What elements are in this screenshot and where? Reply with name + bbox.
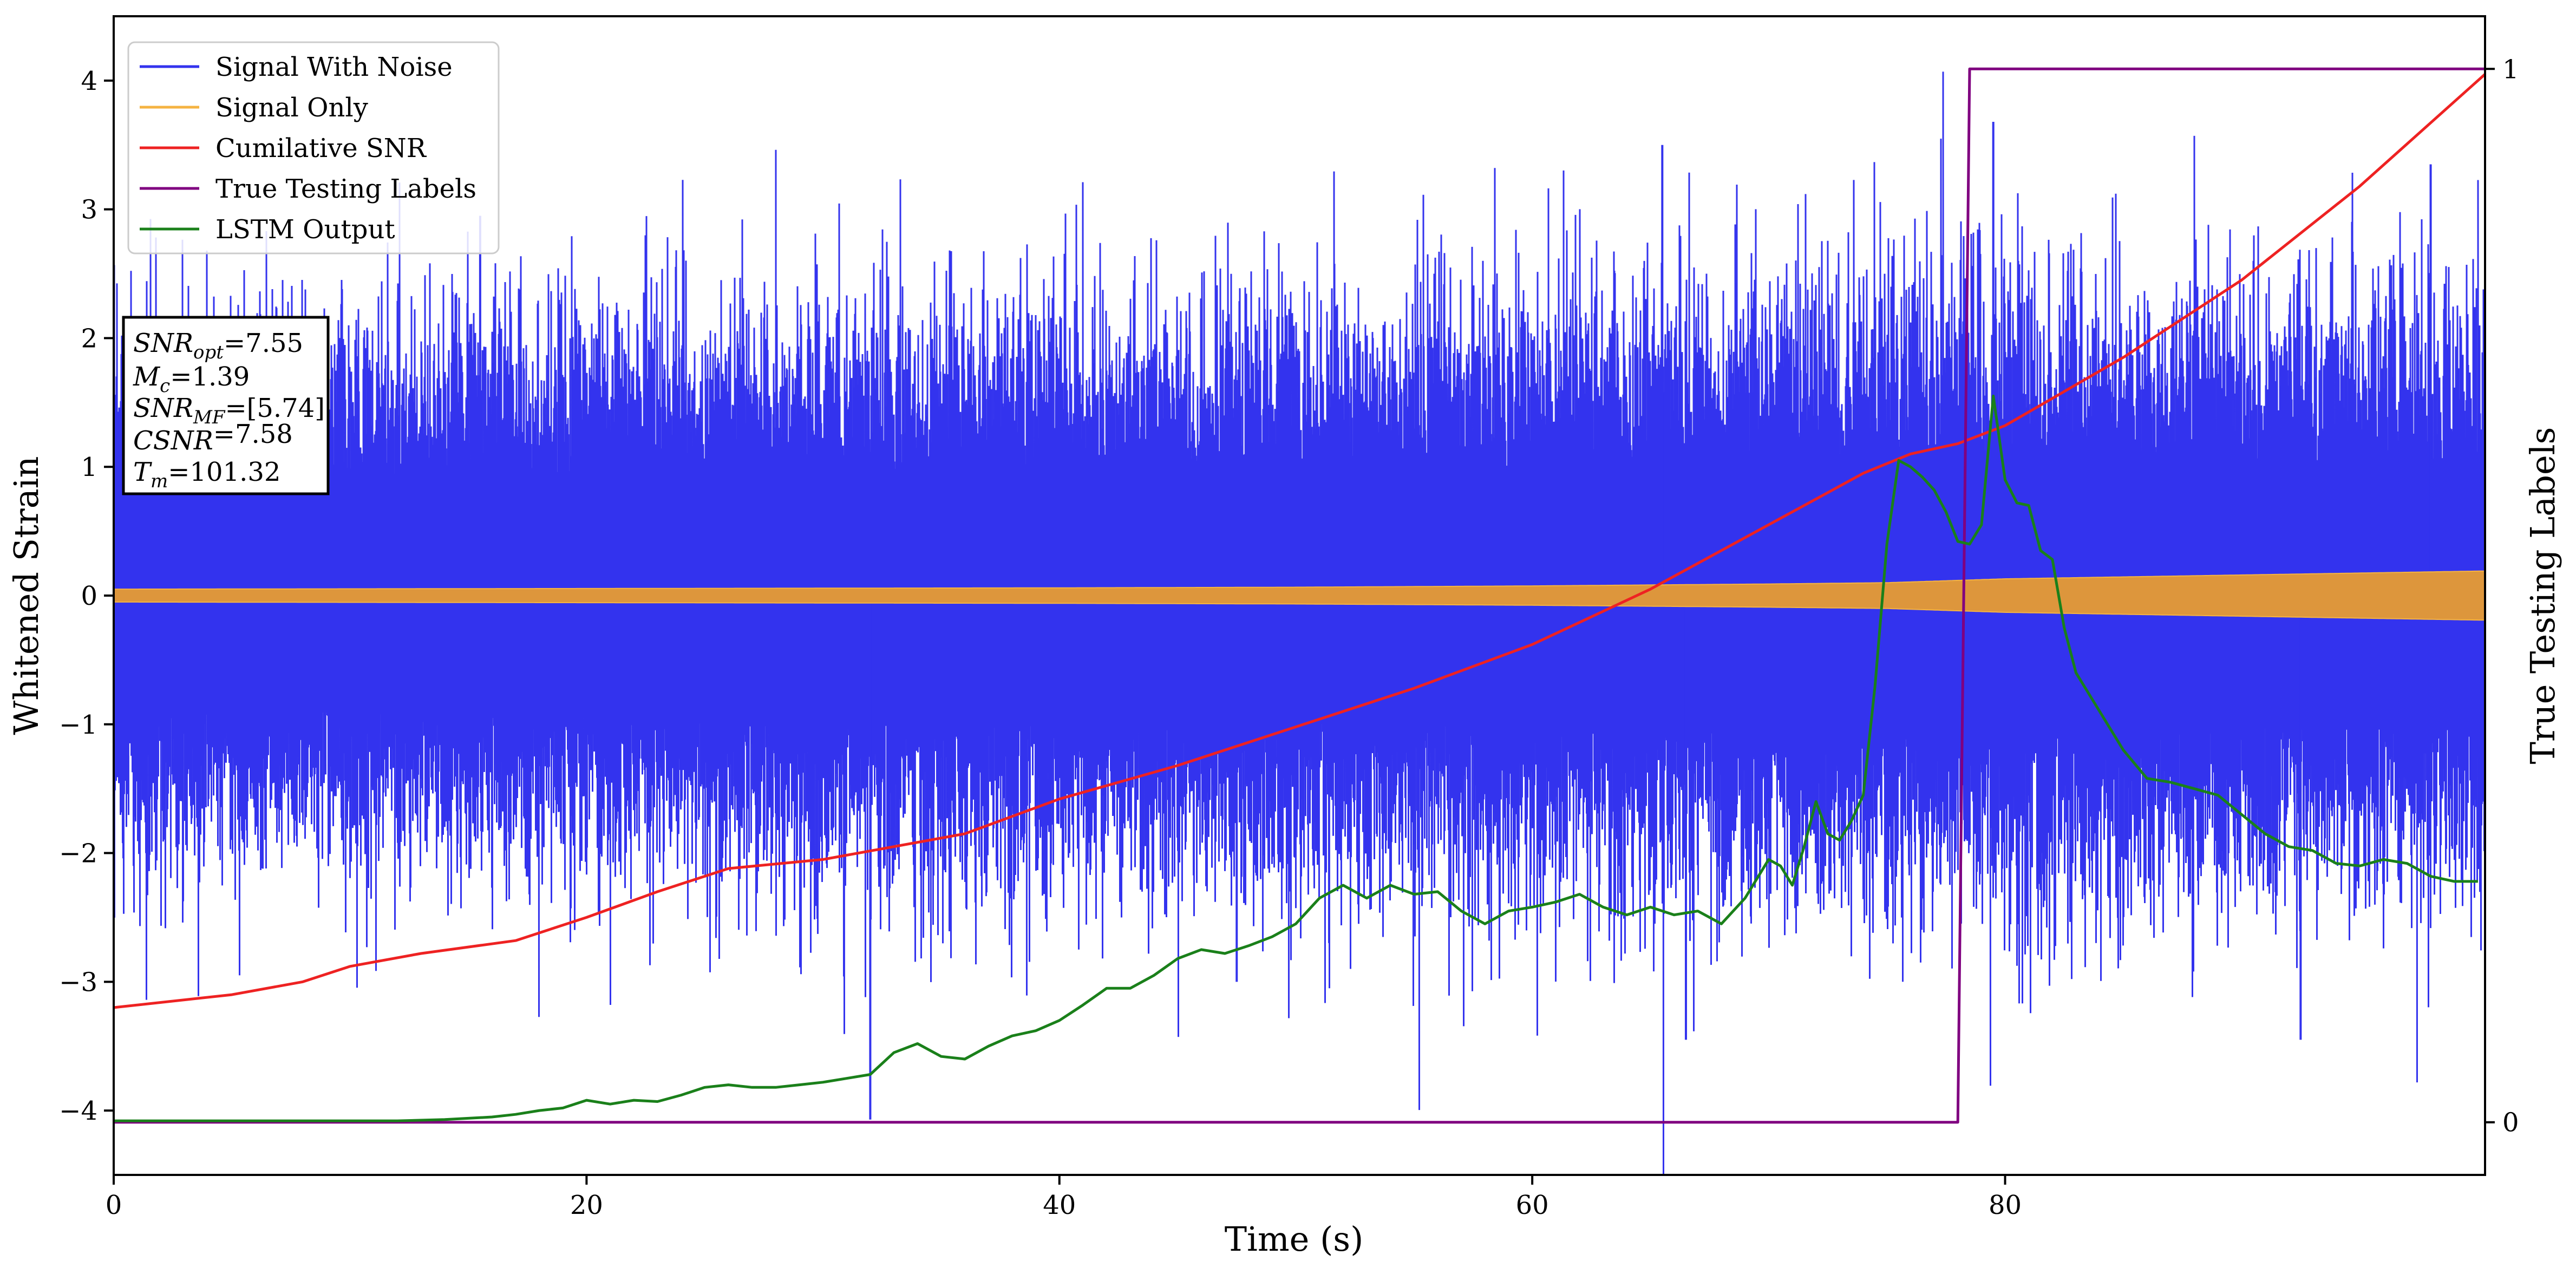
y-tick-label: −2	[59, 839, 97, 869]
y-tick-label: 1	[81, 452, 97, 482]
legend-label-signal-with-noise: Signal With Noise	[215, 52, 453, 82]
legend: Signal With Noise Signal Only Cumilative…	[127, 41, 500, 254]
x-tick-label: 40	[1043, 1190, 1076, 1220]
annotation-snr-opt: SNRopt=7.55	[133, 328, 303, 363]
y-tick-label: 4	[81, 66, 97, 96]
x-axis-label: Time (s)	[1225, 1219, 1364, 1259]
annotation-box: SNRopt=7.55 Mc=1.39 SNRMF=[5.74] CSNR=7.…	[122, 316, 330, 495]
x-tick-label: 20	[570, 1190, 603, 1220]
y-tick-label: −4	[59, 1096, 97, 1126]
legend-label-true-testing-labels: True Testing Labels	[215, 174, 476, 204]
legend-box	[127, 41, 500, 254]
legend-label-signal-only: Signal Only	[215, 93, 368, 123]
series-true-testing-labels	[114, 67, 2485, 1124]
y2-tick-label: 1	[2502, 54, 2519, 84]
annotation-csnr: CSNR=7.58	[133, 419, 293, 456]
x-tick-label: 0	[106, 1190, 122, 1220]
x-tick-label: 80	[1989, 1190, 2022, 1220]
y-axis-label: Whitened Strain	[6, 456, 46, 735]
y-tick-label: −3	[59, 967, 97, 997]
y-tick-label: 0	[81, 581, 97, 611]
series-signal-only	[114, 570, 2485, 621]
annotation-box-frame	[122, 316, 330, 495]
y2-tick-label: 0	[2502, 1108, 2519, 1138]
x-tick-label: 60	[1516, 1190, 1549, 1220]
annotation-merger-time: Tm=101.32	[133, 457, 280, 492]
y2-axis-label: True Testing Labels	[2523, 427, 2562, 765]
legend-label-lstm-output: LSTM Output	[215, 214, 395, 245]
annotation-snr-mf: SNRMF=[5.74]	[133, 393, 325, 428]
series-lstm-output	[114, 394, 2478, 1122]
y-tick-label: 3	[81, 195, 97, 225]
series-layer	[114, 67, 2485, 1175]
y-tick-label: 2	[81, 323, 97, 354]
series-cumulative-snr	[114, 73, 2485, 1009]
y-tick-label: −1	[59, 710, 97, 740]
legend-label-cumulative-snr: Cumilative SNR	[215, 133, 427, 164]
annotation-chirp-mass: Mc=1.39	[133, 362, 250, 397]
